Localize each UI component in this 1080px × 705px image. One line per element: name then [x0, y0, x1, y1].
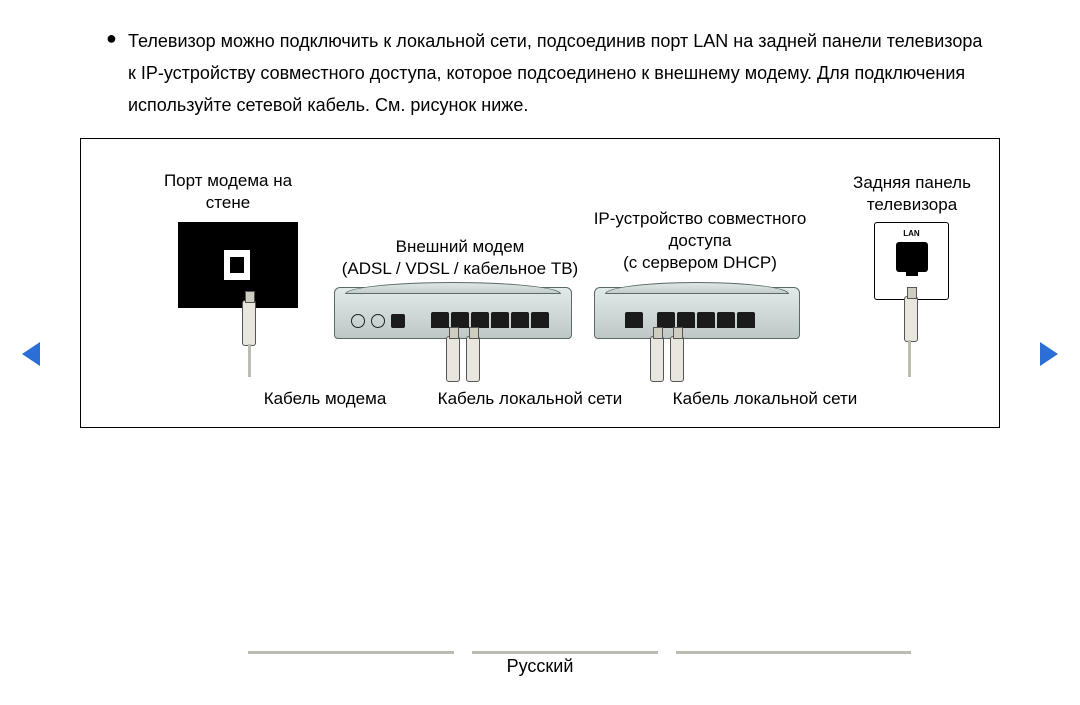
language-footer: Русский: [0, 656, 1080, 677]
cable-plug: [650, 336, 664, 382]
modem-cable-label: Кабель модема: [240, 388, 410, 410]
next-page-arrow[interactable]: [1040, 342, 1058, 366]
modem-rj45-port: [511, 312, 529, 328]
cable-plug: [904, 296, 918, 342]
lan-cable-2-label: Кабель локальной сети: [650, 388, 880, 410]
prev-page-arrow[interactable]: [22, 342, 40, 366]
switch-rj45-port: [737, 312, 755, 328]
cable-plug: [670, 336, 684, 382]
lan-port-label: LAN: [875, 229, 948, 238]
ip-device-label: IP-устройство совместного доступа (с сер…: [590, 208, 810, 274]
bullet: ●: [106, 28, 117, 49]
cable-run: [472, 651, 658, 654]
tv-back-label: Задняя панель телевизора: [842, 172, 982, 216]
modem-label-line2: (ADSL / VDSL / кабельное ТВ): [342, 259, 578, 278]
body-paragraph: Телевизор можно подключить к локальной с…: [128, 25, 988, 121]
switch-rj45-port: [717, 312, 735, 328]
modem-rj45-port: [431, 312, 449, 328]
ip-label-line1: IP-устройство совместного доступа: [594, 209, 807, 250]
rj45-icon: [230, 257, 244, 273]
modem-power-port: [371, 314, 385, 328]
external-modem-label: Внешний модем (ADSL / VDSL / кабельное Т…: [330, 236, 590, 280]
modem-rj45-port: [491, 312, 509, 328]
switch-rj45-port: [677, 312, 695, 328]
switch-rj45-port: [697, 312, 715, 328]
modem-rj45-port: [451, 312, 469, 328]
switch-rj45-port: [625, 312, 643, 328]
cable-run: [248, 344, 251, 377]
modem-power-port: [351, 314, 365, 328]
ip-sharer-device: [594, 287, 800, 339]
cable-run: [248, 651, 454, 654]
lan-cable-1-label: Кабель локальной сети: [430, 388, 630, 410]
modem-rj45-port: [471, 312, 489, 328]
cable-plug: [466, 336, 480, 382]
cable-plug: [446, 336, 460, 382]
modem-rj45-port: [531, 312, 549, 328]
wall-port-label: Порт модема на стене: [148, 170, 308, 214]
cable-run: [908, 340, 911, 377]
cable-run: [676, 651, 911, 654]
wall-jack: [224, 250, 250, 280]
ip-label-line2: (с сервером DHCP): [623, 253, 777, 272]
wall-plate: [178, 222, 298, 308]
modem-label-line1: Внешний модем: [396, 237, 525, 256]
lan-port-icon: [896, 242, 928, 272]
modem-switch: [391, 314, 405, 328]
cable-plug: [242, 300, 256, 346]
switch-rj45-port: [657, 312, 675, 328]
